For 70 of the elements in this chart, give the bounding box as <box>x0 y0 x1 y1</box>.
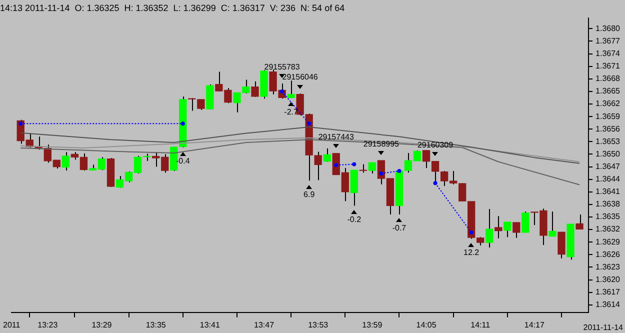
y-tick-label: 1.3623 <box>596 262 621 272</box>
point <box>334 163 338 168</box>
text: 2011-11-14 <box>583 323 624 332</box>
annotation: -0.2 <box>347 214 362 224</box>
point <box>397 168 402 173</box>
y-tick-label: 1.3641 <box>596 187 621 196</box>
annotation: -0.7 <box>392 224 407 233</box>
candlestick <box>486 208 494 248</box>
candlestick <box>576 214 584 230</box>
y-tick-label: 1.3647 <box>596 162 621 171</box>
candlestick <box>251 80 259 98</box>
chart-title: 14:13 2011-11-14 O: 1.36325 H: 1.36352 L: 1.36299 C: 1.36317 V: 236 N: 54 of 64 <box>0 2 345 13</box>
x-tick-label: 14:11 <box>470 320 491 330</box>
y-tick-label: 1.3671 <box>596 62 621 71</box>
y-tick-label: 1.3617 <box>596 288 621 297</box>
y-tick-label: 1.3650 <box>596 149 621 158</box>
y-tick-label: 1.3626 <box>596 250 621 259</box>
candlestick <box>512 222 520 238</box>
annotation: 29157443 <box>318 132 354 142</box>
annotation: 29155783 <box>264 62 300 72</box>
x-tick-label: 13:41 <box>200 320 220 330</box>
y-tick-label: 1.3614 <box>596 300 621 310</box>
annotation: 29160309 <box>417 140 454 150</box>
y-tick-label: 1.3662 <box>596 99 621 108</box>
point <box>18 122 23 126</box>
candlestick <box>287 80 295 99</box>
x-tick-label: 14:05 <box>416 320 437 330</box>
x-tick-label: 14:17 <box>524 320 545 330</box>
point <box>280 89 284 94</box>
candlestick <box>504 222 512 238</box>
candlestick <box>350 170 358 206</box>
point <box>352 162 356 166</box>
candlestick <box>170 146 178 172</box>
y-tick-label: 1.3620 <box>596 274 621 284</box>
annotation: 12.2 <box>464 248 480 257</box>
x-tick-label: 2011 <box>3 320 21 330</box>
x-tick-label: 13:59 <box>362 320 383 330</box>
annotation: 6.9 <box>304 190 316 199</box>
y-tick-label: 1.3629 <box>596 237 621 246</box>
candlestick <box>548 211 556 237</box>
y-tick-label: 1.3659 <box>596 112 621 121</box>
candlestick <box>522 211 530 233</box>
point <box>433 181 438 186</box>
y-tick-label: 1.3668 <box>596 74 621 84</box>
x-tick-label: 13:53 <box>308 320 329 330</box>
point <box>180 122 185 126</box>
point <box>469 230 474 234</box>
y-tick-label: 1.3632 <box>596 224 621 234</box>
candlestick <box>323 148 331 162</box>
y-tick-label: 1.3638 <box>596 200 621 209</box>
point <box>307 122 312 126</box>
y-tick-label: 1.3677 <box>596 36 621 46</box>
y-tick-label: 1.3653 <box>596 136 621 146</box>
x-tick-label: 13:47 <box>254 320 275 330</box>
point <box>379 171 384 176</box>
candlestick <box>558 232 566 259</box>
x-tick-label: 13:23 <box>38 320 58 330</box>
candlestick <box>62 152 70 172</box>
y-tick-label: 1.3644 <box>596 174 621 184</box>
x-tick-label: 13:35 <box>146 320 166 330</box>
y-tick-label: 1.3674 <box>596 48 621 58</box>
y-tick-label: 1.3680 <box>596 24 621 33</box>
y-tick-label: 1.3665 <box>596 86 621 96</box>
y-tick-label: 1.3656 <box>596 124 621 134</box>
candlestick <box>494 216 502 239</box>
annotation: 29156046 <box>282 72 318 82</box>
annotation: 29158995 <box>363 140 400 149</box>
x-tick-label: 13:29 <box>92 320 112 330</box>
candlestick <box>368 162 376 174</box>
y-tick-label: 1.3635 <box>596 212 621 222</box>
